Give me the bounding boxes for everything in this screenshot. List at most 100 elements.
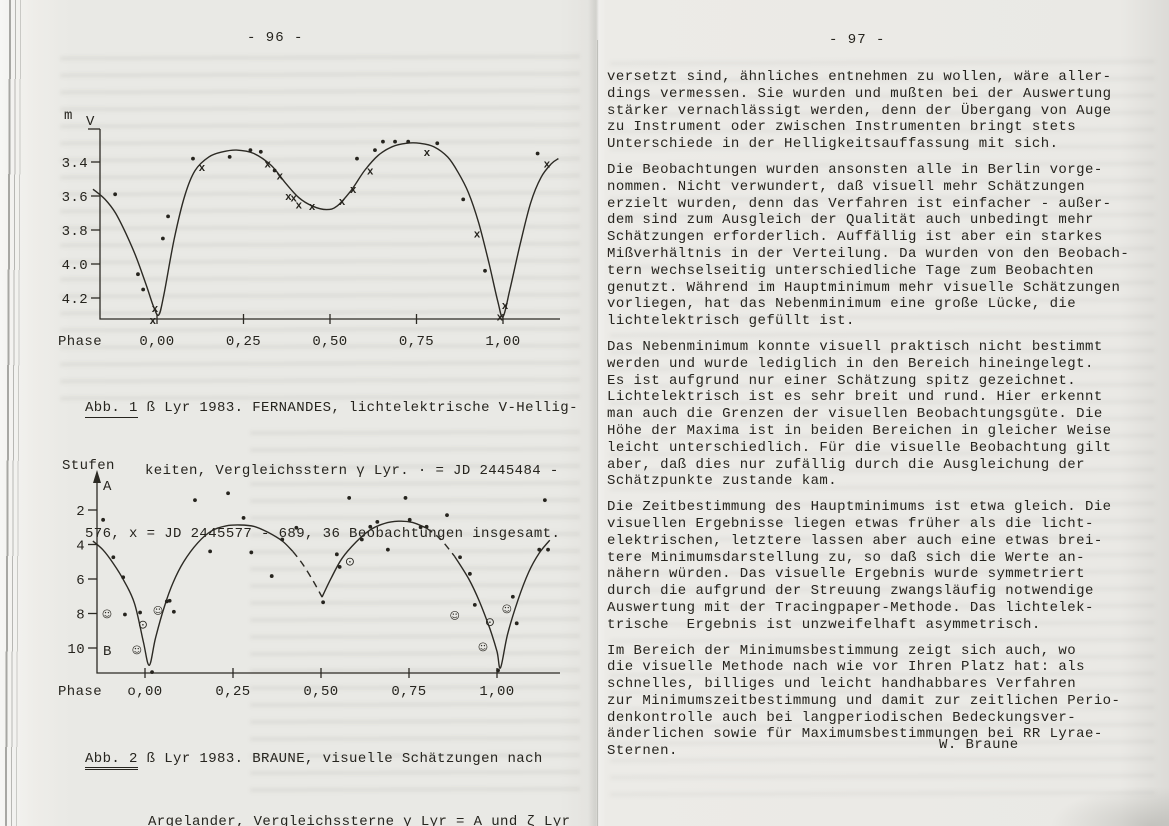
data-point-x: x xyxy=(285,192,292,204)
y-tick-label: 8 xyxy=(76,608,85,624)
text-line: Schätzungen erforderlich. Auffällig ist … xyxy=(607,229,1103,246)
text-line: denkontrolle auch bei langperiodischen B… xyxy=(607,709,1077,726)
data-point-dot xyxy=(280,537,285,542)
figure-2-label: Abb. 2 xyxy=(85,751,138,770)
data-point-x: x xyxy=(309,202,316,214)
caption-line: keiten, Vergleichsstern γ Lyr. · = JD 24… xyxy=(145,463,559,479)
text-line: Die Zeitbestimmung des Hauptminimums ist… xyxy=(607,499,1112,516)
y-tick-label: 3.8 xyxy=(62,224,88,240)
text-line: versetzt sind, ähnliches entnehmen zu wo… xyxy=(607,69,1112,85)
x-tick-label: 0,25 xyxy=(215,684,250,700)
text-line: zu Instrument oder zwischen Instrumenten… xyxy=(607,119,1077,136)
data-point-dot xyxy=(337,565,342,569)
data-point-dot xyxy=(113,192,118,197)
text-line: nommen. Nicht verwundert, daß visuell me… xyxy=(607,178,1085,195)
y-tick-label: 2 xyxy=(76,504,85,520)
data-point-dot xyxy=(166,214,170,219)
text-line: man auch die Grenzen der visuellen Beoba… xyxy=(607,406,1103,423)
data-point-dot xyxy=(546,547,550,552)
text-line: trische Ergebnis ist unzweifelhaft asymm… xyxy=(607,616,1041,633)
text-line: Die Beobachtungen wurden ansonsten alle … xyxy=(607,161,1103,178)
data-point-dot xyxy=(375,520,380,524)
data-point-x: x xyxy=(339,197,346,209)
fitted-light-curve xyxy=(321,520,427,598)
caption-text: ß Lyr 1983. FERNANDES, lichtelektrische … xyxy=(137,400,578,416)
data-point-x: x xyxy=(277,172,284,184)
data-point-dot xyxy=(393,139,397,144)
data-point-dot xyxy=(542,498,547,503)
page-number-left: - 96 - xyxy=(247,30,304,46)
data-point-dot xyxy=(321,600,326,605)
text-line: schnelles, billiges und leicht handhabba… xyxy=(607,676,1077,693)
y-tick-label: 4 xyxy=(76,539,85,555)
data-point-x: x xyxy=(497,313,504,325)
comparison-star-A-label: A xyxy=(103,479,112,495)
data-point-dot xyxy=(167,598,172,603)
data-point-dot xyxy=(373,148,377,152)
y-tick-label: 3.4 xyxy=(62,156,88,172)
x-tick-label: 0,25 xyxy=(226,334,261,350)
text-line: dings vermessen. Sie wurden und mußten b… xyxy=(607,85,1112,102)
text-line: vorliegen, hat das Nebenminimum eine gro… xyxy=(607,296,1077,313)
data-point-unsure: ⊙ xyxy=(485,615,495,629)
data-point-unsure: ⊙ xyxy=(138,617,148,631)
text-line: durch die aufgrund der Streuung zwangslä… xyxy=(607,583,1094,600)
data-point-dot xyxy=(355,156,359,161)
x-tick-label: 0,75 xyxy=(399,334,434,350)
text-line: Lichtelektrisch ist es sehr breit und ru… xyxy=(607,389,1103,406)
data-point-dot xyxy=(435,141,440,146)
book-binding-edge xyxy=(0,0,33,826)
caption-line: Abb. 1 ß Lyr 1983. FERNANDES, lichtelekt… xyxy=(85,398,578,419)
data-point-naked-eye: ☺ xyxy=(478,642,488,653)
y-tick-label: 6 xyxy=(76,573,85,589)
data-point-x: x xyxy=(474,229,481,241)
text-line: Sternen. xyxy=(607,743,678,760)
text-line: Es ist aufgrund nur einer Schätzung spit… xyxy=(607,372,1077,389)
data-point-dot xyxy=(294,525,299,530)
data-point-x: x xyxy=(150,316,157,328)
data-point-dot xyxy=(141,287,146,292)
data-point-dot xyxy=(111,555,116,560)
data-point-dot xyxy=(483,268,487,273)
data-point-dot xyxy=(249,550,254,555)
x-tick-label: 0,75 xyxy=(391,684,426,700)
data-point-dot xyxy=(138,610,142,615)
caption-line: Abb. 2 ß Lyr 1983. BRAUNE, visuelle Schä… xyxy=(85,749,570,770)
author-signature: W. Braune xyxy=(939,737,1019,753)
data-point-x: x xyxy=(264,160,271,172)
figure-1-light-curve-chart: 3.4 3.6 3.8 4.0 4.2 0,00 0,25 0,50 0,75 1,00 m V Pha… xyxy=(58,108,560,350)
fitted-light-curve xyxy=(454,539,551,669)
text-line: nähern würden. Das visuelle Ergebnis wur… xyxy=(607,566,1085,583)
y-axis-label: Stufen xyxy=(62,458,115,474)
text-line: Im Bereich der Minimumsbestimmung zeigt … xyxy=(607,642,1077,659)
data-point-dot xyxy=(241,516,246,520)
figure-2-light-curve-chart: 2 4 6 8 10 o,00 0,25 0,50 0,75 1,00 Stufen Phase A B ☺… xyxy=(58,458,560,700)
figure-2-caption: Abb. 2 ß Lyr 1983. BRAUNE, visuelle Schä… xyxy=(85,707,570,826)
text-line: änderlichen sowie für Maximumsbestimmung… xyxy=(607,726,1103,743)
data-point-dot xyxy=(191,156,195,161)
text-line: elektrischen, letztere lassen aber auch … xyxy=(607,532,1103,549)
text-line: Unterschiede in der Helligkeitsauffassun… xyxy=(607,136,1059,153)
data-point-dot xyxy=(227,155,232,159)
data-point-dot xyxy=(269,574,274,578)
data-point-naked-eye: ☺ xyxy=(102,610,112,621)
scan-corner-smudge xyxy=(1049,786,1169,826)
text-line: genutzt. Während im Hauptminimum mehr vi… xyxy=(607,279,1121,296)
x-tick-label: 0,00 xyxy=(139,334,174,350)
data-point-naked-eye: ☺ xyxy=(502,604,512,615)
data-point-x: x xyxy=(296,201,303,213)
text-line: tere Minimumsdarstellung zu, so daß sich… xyxy=(607,549,1085,566)
x-tick-label: o,00 xyxy=(127,684,162,700)
paragraph: versetzt sind, ähnliches entnehmen zu wo… xyxy=(607,69,1159,153)
y-tick-label: 10 xyxy=(67,642,85,658)
caption-text: ß Lyr 1983. BRAUNE, visuelle Schätzungen… xyxy=(137,751,543,767)
data-point-dot xyxy=(407,517,412,522)
figure-1-caption: Abb. 1 ß Lyr 1983. FERNANDES, lichtelekt… xyxy=(85,356,578,587)
y-tick-label: 4.2 xyxy=(62,292,88,308)
paragraph: Die Zeitbestimmung des Hauptminimums ist… xyxy=(607,499,1159,633)
data-point-dot xyxy=(461,197,466,202)
data-point-dot xyxy=(150,670,154,675)
data-point-dot xyxy=(347,496,352,500)
y-axis-unit-V: V xyxy=(86,114,95,130)
data-point-dot xyxy=(514,621,519,626)
